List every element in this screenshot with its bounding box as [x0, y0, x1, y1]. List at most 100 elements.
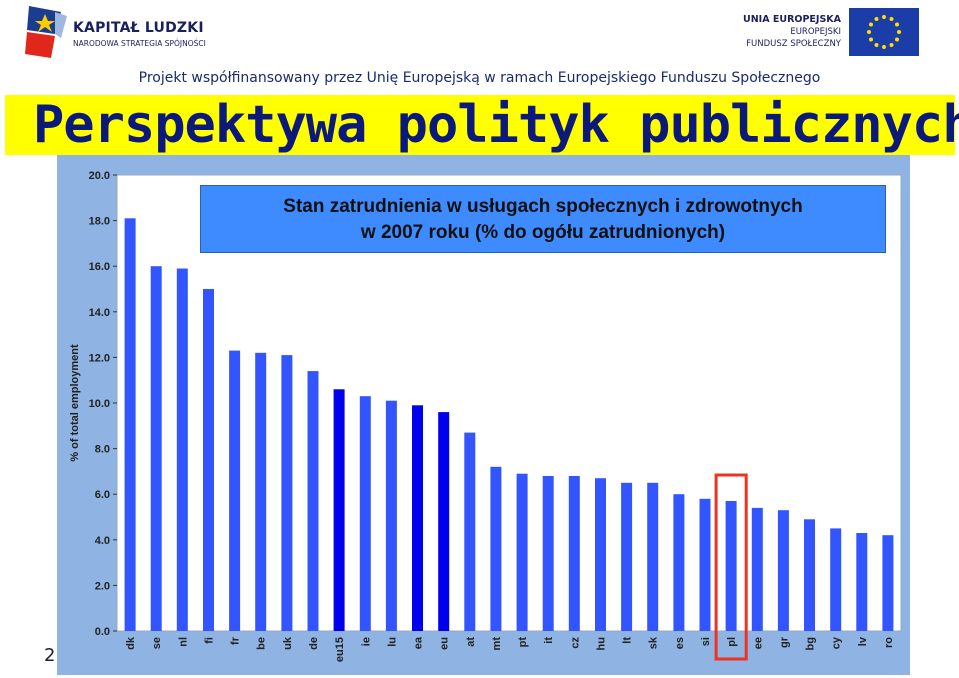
- eu-star: [897, 30, 901, 34]
- x-tick-label-sk: sk: [648, 636, 660, 649]
- bar-se: [150, 266, 162, 631]
- x-tick-label-gr: gr: [778, 636, 790, 648]
- bar-be: [255, 352, 267, 631]
- x-tick-label-es: es: [674, 637, 686, 649]
- bar-mt: [490, 466, 502, 631]
- eu-logo-text: UNIA EUROPEJSKA EUROPEJSKI FUNDUSZ SPOŁE…: [743, 14, 841, 50]
- eu-star: [895, 37, 899, 42]
- eu-star: [882, 15, 886, 19]
- y-tick-label: 4.0: [95, 535, 110, 547]
- kapital-ludzki-subtitle: NARODOWA STRATEGIA SPÓJNOŚCI: [73, 39, 206, 48]
- bar-lu: [385, 400, 397, 631]
- eu-star: [889, 17, 894, 21]
- bar-eu: [438, 412, 450, 631]
- bar-dk: [124, 218, 136, 632]
- y-tick-label: 18.0: [89, 216, 110, 228]
- y-tick-label: 20.0: [89, 170, 110, 182]
- y-tick-label: 16.0: [89, 261, 110, 273]
- x-tick-label-ie: ie: [360, 637, 372, 646]
- y-tick-label: 14.0: [89, 307, 110, 319]
- bar-uk: [281, 355, 293, 631]
- x-tick-label-nl: nl: [177, 637, 189, 647]
- bar-de: [307, 371, 319, 631]
- y-tick-label: 2.0: [95, 580, 110, 592]
- bar-at: [464, 432, 476, 631]
- bars: [124, 218, 894, 632]
- bar-es: [673, 494, 685, 631]
- x-tick-label-fi: fi: [204, 637, 216, 644]
- x-tick-label-eu15: eu15: [334, 637, 346, 662]
- eu-logo-line1: UNIA EUROPEJSKA: [743, 14, 841, 25]
- bar-pt: [516, 473, 528, 631]
- x-tick-label-bg: bg: [805, 637, 817, 650]
- title-banner: Perspektywa polityk publicznych: [5, 95, 959, 155]
- x-tick-label-be: be: [256, 637, 268, 650]
- bar-lv: [856, 533, 868, 631]
- bar-cz: [568, 476, 580, 631]
- x-axis-labels: dk se nl fi fr be uk de eu15 ie lu ea eu at mt pt it cz hu…: [125, 636, 895, 662]
- bar-ro: [882, 535, 894, 631]
- x-tick-label-uk: uk: [282, 636, 294, 650]
- page-title: Perspektywa polityk publicznych: [33, 95, 959, 155]
- eu-star: [869, 22, 873, 27]
- bar-hu: [595, 478, 606, 631]
- x-tick-label-lu: lu: [386, 637, 398, 647]
- x-tick-label-de: de: [308, 637, 320, 650]
- project-cofinancing-line: Projekt współfinansowany przez Unię Euro…: [138, 70, 821, 86]
- eu-star: [889, 43, 894, 47]
- x-tick-label-ea: ea: [413, 636, 425, 649]
- y-axis: 0.0 2.0 4.0 6.0 8.0 10.0 12.0 14.0 16.0 18.0 20.0: [89, 170, 117, 638]
- bar-si: [699, 498, 711, 631]
- x-tick-label-ee: ee: [752, 637, 764, 649]
- eu-flag-icon: [849, 8, 919, 56]
- x-tick-label-se: se: [151, 637, 163, 649]
- eu-star: [874, 17, 879, 21]
- chart-title: Stan zatrudnienia w usługach społecznych…: [200, 185, 886, 253]
- bar-bg: [804, 519, 815, 631]
- y-tick-label: 12.0: [89, 352, 110, 364]
- bar-fi: [203, 289, 214, 631]
- x-tick-label-at: at: [465, 637, 477, 647]
- kapital-ludzki-title: KAPITAŁ LUDZKI: [73, 20, 204, 36]
- y-tick-label: 8.0: [95, 444, 110, 456]
- x-tick-label-hu: hu: [596, 637, 608, 650]
- highlight-box-pl: [714, 473, 748, 661]
- bar-gr: [777, 510, 789, 631]
- x-tick-label-pt: pt: [517, 637, 529, 648]
- x-tick-label-ro: ro: [883, 637, 895, 648]
- bar-fr: [229, 350, 241, 631]
- bar-ee: [751, 507, 763, 631]
- x-tick-label-it: it: [543, 637, 555, 644]
- y-tick-label: 0.0: [95, 626, 110, 638]
- bar-pl: [725, 501, 737, 631]
- y-axis-label: % of total employment: [69, 344, 81, 462]
- bar-lt: [621, 482, 633, 631]
- x-tick-label-si: si: [700, 637, 712, 646]
- bar-ea: [412, 405, 423, 631]
- eu-star: [882, 45, 886, 49]
- y-tick-label: 10.0: [89, 398, 110, 410]
- x-tick-label-lv: lv: [857, 636, 869, 646]
- bar-cy: [830, 528, 842, 631]
- eu-star: [867, 30, 871, 34]
- x-tick-label-lt: lt: [622, 637, 634, 644]
- x-tick-label-mt: mt: [491, 637, 503, 651]
- bar-ie: [359, 396, 371, 631]
- x-tick-label-pl: pl: [726, 637, 738, 647]
- kapital-ludzki-logo: KAPITAŁ LUDZKI NARODOWA STRATEGIA SPÓJNO…: [25, 4, 225, 60]
- eu-logo-line3: FUNDUSZ SPOŁECZNY: [746, 39, 841, 49]
- x-tick-label-cy: cy: [831, 636, 843, 649]
- chart-title-line2: w 2007 roku (% do ogółu zatrudnionych): [360, 222, 726, 243]
- slide-number: 2: [44, 645, 56, 666]
- x-tick-label-eu: eu: [439, 637, 451, 650]
- eu-star: [869, 37, 873, 42]
- bar-it: [542, 476, 554, 631]
- bar-nl: [176, 268, 188, 631]
- bar-eu15: [333, 389, 345, 631]
- eu-star: [895, 22, 899, 27]
- kapital-ludzki-flag-icon: [25, 6, 67, 58]
- x-tick-label-fr: fr: [230, 636, 242, 645]
- eu-logo-line2: EUROPEJSKI: [790, 27, 841, 37]
- eu-star: [874, 43, 879, 47]
- eu-logo: UNIA EUROPEJSKA EUROPEJSKI FUNDUSZ SPOŁE…: [739, 8, 919, 58]
